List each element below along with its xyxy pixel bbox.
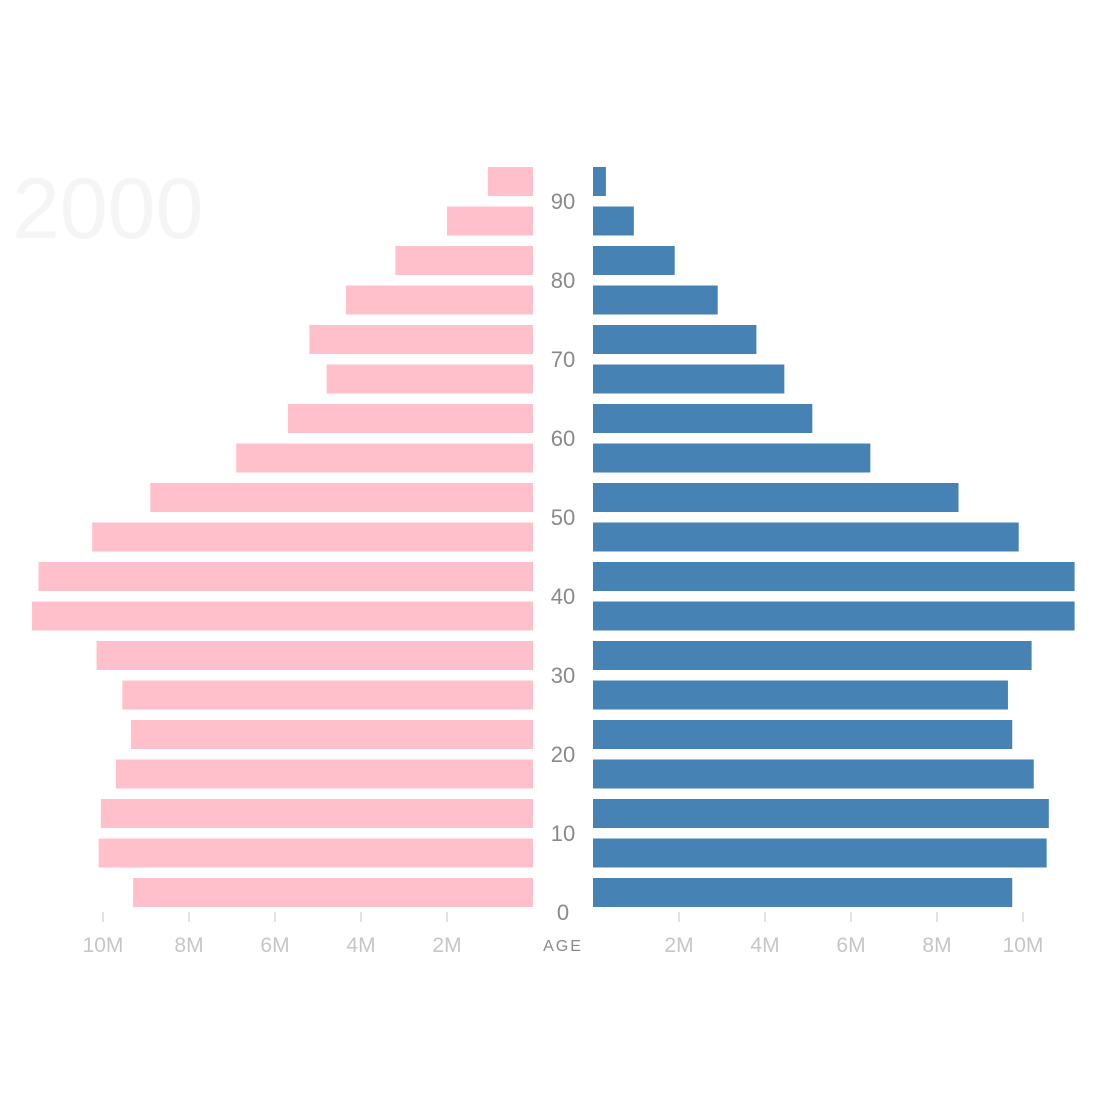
female-bar-age-70	[309, 325, 533, 354]
female-bar-age-20	[130, 720, 533, 749]
male-bar-age-25	[593, 680, 1008, 710]
male-bars	[593, 167, 1075, 907]
x-tick-label: 2M	[664, 934, 693, 957]
female-bar-age-75	[345, 285, 533, 315]
x-tick-label: 6M	[836, 934, 865, 957]
male-bar-age-80	[593, 246, 675, 275]
male-bar-age-10	[593, 799, 1049, 828]
female-bar-age-30	[96, 641, 534, 670]
age-axis-title: AGE	[543, 938, 583, 955]
female-bar-age-35	[32, 601, 534, 631]
age-tick-label: 30	[551, 663, 575, 688]
female-bar-age-25	[122, 680, 533, 710]
male-bar-age-35	[593, 601, 1075, 631]
x-tick-label: 2M	[432, 934, 461, 957]
age-tick-label: 80	[551, 268, 575, 293]
male-bar-age-0	[593, 878, 1013, 907]
female-bar-age-0	[133, 878, 533, 907]
female-bar-age-5	[98, 838, 533, 868]
age-tick-label: 50	[551, 505, 575, 530]
female-bar-age-15	[115, 759, 534, 789]
x-tick-label: 6M	[260, 934, 289, 957]
x-tick-label: 10M	[1003, 934, 1044, 957]
male-bar-age-50	[593, 483, 959, 512]
left-x-axis: 2M 4M 6M 8M 10M	[83, 912, 462, 957]
age-tick-label: 70	[551, 347, 575, 372]
female-bar-age-55	[236, 443, 534, 473]
year-label: 2000	[12, 161, 203, 257]
male-bar-age-85	[593, 206, 634, 236]
age-tick-label: 90	[551, 189, 575, 214]
female-bar-age-85	[447, 206, 533, 236]
female-bar-age-45	[92, 522, 533, 552]
male-bar-age-30	[593, 641, 1032, 670]
x-tick-label: 8M	[922, 934, 951, 957]
male-bar-age-5	[593, 838, 1047, 868]
x-tick-label: 8M	[174, 934, 203, 957]
male-bar-age-75	[593, 285, 718, 315]
male-bar-age-20	[593, 720, 1013, 749]
x-tick-label: 4M	[750, 934, 779, 957]
male-bar-age-40	[593, 562, 1075, 591]
age-axis: 0 10 20 30 40 50 60 70 80 90	[551, 189, 575, 925]
male-bar-age-55	[593, 443, 871, 473]
age-tick-label: 0	[557, 900, 569, 925]
male-bar-age-70	[593, 325, 757, 354]
age-tick-label: 10	[551, 821, 575, 846]
age-tick-label: 60	[551, 426, 575, 451]
female-bar-age-40	[38, 562, 533, 591]
female-bar-age-65	[326, 364, 533, 394]
male-bar-age-90	[593, 167, 606, 196]
female-bars	[32, 167, 534, 907]
x-tick-label: 10M	[83, 934, 124, 957]
male-bar-age-45	[593, 522, 1019, 552]
female-bar-age-60	[287, 404, 533, 433]
age-tick-label: 20	[551, 742, 575, 767]
male-bar-age-15	[593, 759, 1034, 789]
female-bar-age-10	[100, 799, 533, 828]
female-bar-age-50	[150, 483, 534, 512]
male-bar-age-65	[593, 364, 785, 394]
male-bar-age-60	[593, 404, 813, 433]
age-tick-label: 40	[551, 584, 575, 609]
female-bar-age-90	[487, 167, 533, 196]
right-x-axis: 2M 4M 6M 8M 10M	[664, 912, 1043, 957]
female-bar-age-80	[395, 246, 533, 275]
x-tick-label: 4M	[346, 934, 375, 957]
